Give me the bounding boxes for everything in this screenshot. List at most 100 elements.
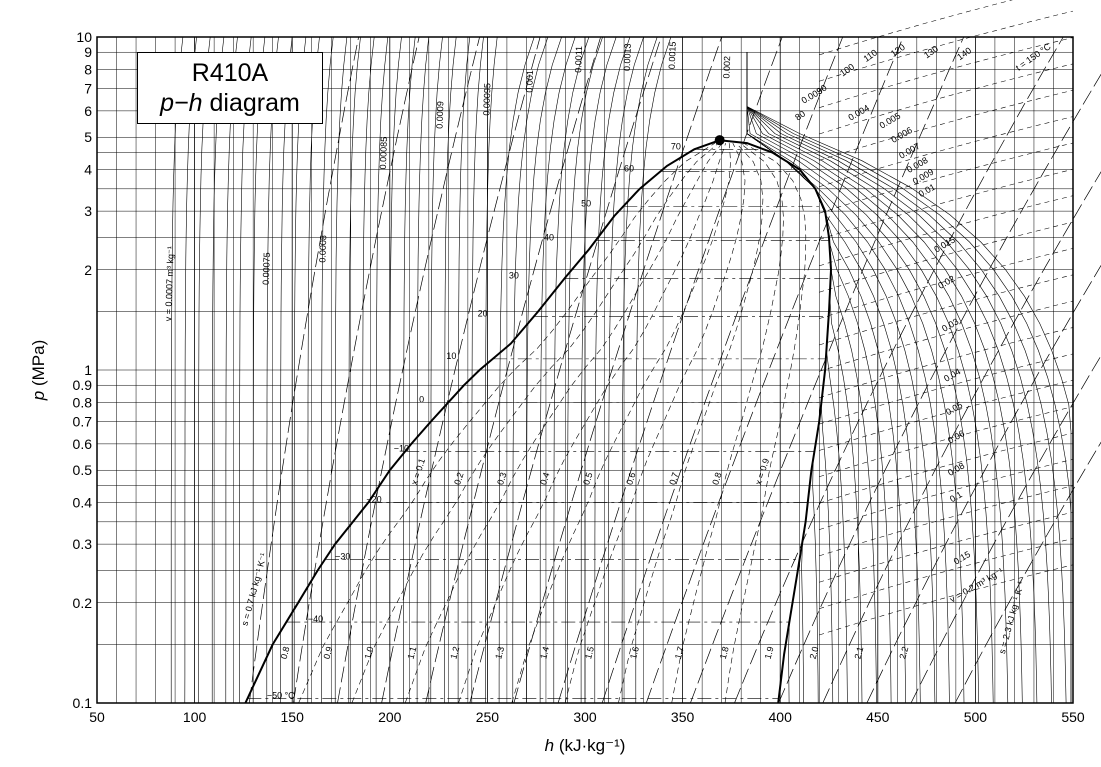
isotherm-superheated xyxy=(746,52,965,704)
quality-label: x = 0.9 xyxy=(753,457,771,486)
isochore-label: 0.1 xyxy=(948,489,964,504)
isochore-vapor xyxy=(819,485,1074,557)
y-tick-label: 3 xyxy=(84,203,92,219)
isotherm-label: 30 xyxy=(509,271,519,281)
y-axis-unit: (MPa) xyxy=(29,340,48,386)
x-tick-label: 500 xyxy=(964,709,988,725)
quality-line xyxy=(351,142,719,704)
superheat-isotherm-label: 90 xyxy=(815,83,829,97)
isochore-vapor xyxy=(819,327,1074,398)
x-axis-label: h (kJ·kg⁻¹) xyxy=(545,736,626,755)
isochore-label: 0.03 xyxy=(940,316,960,333)
x-tick-label: 200 xyxy=(378,709,402,725)
quality-label: 0.7 xyxy=(667,471,680,486)
isochore-liquid xyxy=(580,36,617,703)
isochore-label: 0.02 xyxy=(936,273,956,290)
isochore-liquid xyxy=(430,36,443,703)
x-axis-unit: (kJ·kg⁻¹) xyxy=(559,736,626,755)
isochore-liquid xyxy=(375,36,389,703)
superheat-isotherm-label: 80 xyxy=(793,109,807,123)
y-tick-label: 10 xyxy=(76,29,92,45)
isentrope-label: 2.2 xyxy=(897,645,910,660)
isentrope-label: 0.8 xyxy=(279,645,292,660)
isotherm-superheated xyxy=(746,52,1038,704)
y-tick-label: 0.5 xyxy=(73,462,93,478)
x-axis-variable: h xyxy=(545,736,554,755)
isochore-liquid xyxy=(280,36,293,703)
isentrope-label: 1.1 xyxy=(405,645,418,660)
x-tick-label: 50 xyxy=(89,709,105,725)
isochore-vapor xyxy=(819,511,1074,583)
isochore-label: 0.00085 xyxy=(378,137,389,170)
isentrope-label: s = 0.7 kJ kg⁻¹ K⁻¹ xyxy=(240,552,269,627)
isochore-label: 0.0011 xyxy=(573,46,584,73)
isochore-label: 0.006 xyxy=(889,125,914,145)
isotherm-superheated xyxy=(746,52,1067,704)
isentrope xyxy=(337,36,480,704)
x-tick-label: 400 xyxy=(769,709,793,725)
isochore-liquid xyxy=(239,36,252,703)
quality-label: x = 0.1 xyxy=(409,457,427,486)
isentrope xyxy=(425,36,601,704)
isochore-vapor xyxy=(819,10,1074,82)
isotherm-superheated xyxy=(746,52,848,704)
isochore-liquid xyxy=(170,36,184,703)
isochore-liquid xyxy=(608,36,644,704)
isochore-vapor xyxy=(819,274,1074,346)
chart-title: R410A xyxy=(191,59,269,87)
y-tick-label: 0.6 xyxy=(73,436,93,452)
isentrope-label: 1.8 xyxy=(718,645,731,660)
isochore-label: 0.04 xyxy=(942,366,962,383)
y-tick-label: 5 xyxy=(84,129,92,145)
isentrope-label: 2.0 xyxy=(808,645,821,660)
quality-line xyxy=(298,142,716,704)
saturated-liquid-line xyxy=(244,139,721,704)
isotherm-superheated xyxy=(746,52,834,704)
isochore-vapor xyxy=(819,37,1074,108)
isentrope-label: 1.0 xyxy=(363,645,376,660)
isochore-liquid xyxy=(198,36,211,703)
isentrope xyxy=(954,441,1101,704)
isochore-vapor xyxy=(819,300,1074,372)
quality-label: 0.8 xyxy=(710,471,723,486)
isentrope-label: 1.5 xyxy=(583,645,596,660)
isochore-label: 0.0008 xyxy=(317,235,328,263)
isochore-label: 0.00075 xyxy=(261,252,272,285)
isochore-label: 0.001 xyxy=(524,70,535,93)
isentrope xyxy=(822,171,1101,704)
isentrope-label: 1.7 xyxy=(673,645,686,660)
quality-label: 0.6 xyxy=(624,471,637,486)
isochore-vapor xyxy=(819,221,1074,293)
isoline-labels: −50 °C −40 −30 −20 −10 0 10 20 30 40 50 60 70 s = 0.7… xyxy=(163,41,1053,701)
isotherm-label: 60 xyxy=(624,163,634,173)
isotherm-label: −40 xyxy=(308,614,323,624)
isentrope-label: 0.9 xyxy=(322,645,335,660)
isentrope xyxy=(601,36,844,704)
isochore-liquid xyxy=(416,36,430,703)
isotherm-label: 10 xyxy=(446,351,456,361)
y-tick-label: 0.9 xyxy=(73,377,93,393)
x-tick-label: 100 xyxy=(183,709,207,725)
isotherm-superheated xyxy=(746,52,1072,703)
isochore-vapor xyxy=(819,380,1074,451)
isochore-vapor xyxy=(819,432,1074,504)
isochore-label: 0.00095 xyxy=(481,83,492,116)
isentrope xyxy=(381,36,541,704)
y-tick-label: 4 xyxy=(84,162,92,178)
saturation-dome xyxy=(244,135,833,704)
isochore-liquid xyxy=(334,36,348,703)
isochore-liquid xyxy=(403,36,416,703)
isochore-vapor xyxy=(819,63,1074,135)
isochore-liquid xyxy=(621,36,658,703)
isochore-label: 0.002 xyxy=(721,56,732,79)
isotherm-superheated xyxy=(746,52,994,704)
isochore-label: v = 0.0007 m³ kg⁻¹ xyxy=(163,246,176,321)
isotherm-superheated xyxy=(746,52,906,704)
isochore-label: v = 0.2 m³ kg⁻¹ xyxy=(948,566,1005,605)
quality-line xyxy=(511,143,731,704)
x-tick-label: 550 xyxy=(1061,709,1085,725)
quality-label: 0.4 xyxy=(538,471,551,486)
isotherm-superheated xyxy=(746,52,979,704)
quality-label: 0.3 xyxy=(495,471,508,486)
